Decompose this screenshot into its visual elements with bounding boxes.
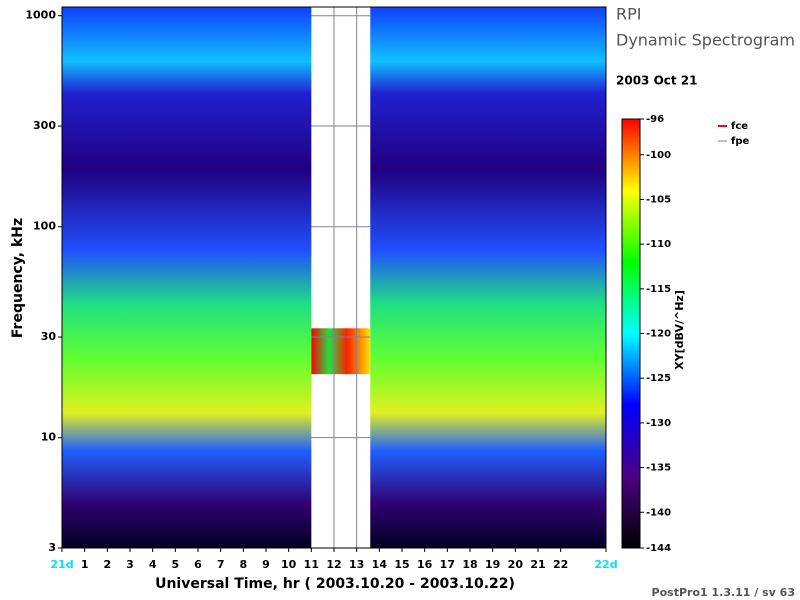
x-tick-label: 9: [262, 558, 270, 571]
plot-frame: [61, 6, 607, 549]
legend-label: fpe: [731, 136, 750, 147]
x-tick-label: 12: [326, 558, 341, 571]
x-tick-label: 5: [172, 558, 180, 571]
x-tick-label: 16: [417, 558, 433, 571]
x-tick-label: 15: [394, 558, 409, 571]
y-tick-label: 30: [41, 330, 57, 343]
x-tick-label: 18: [462, 558, 477, 571]
x-tick-label: 1: [81, 558, 89, 571]
subtitle: Dynamic Spectrogram: [616, 31, 795, 50]
x-tick-label: 21d: [50, 558, 73, 571]
title: RPI: [616, 5, 641, 24]
colorbar-tick-label: -110: [646, 239, 671, 250]
x-tick-label: 22: [553, 558, 568, 571]
x-tick-label: 2: [104, 558, 112, 571]
x-tick-label: 14: [372, 558, 388, 571]
footer: PostPro1 1.3.11 / sv 63: [652, 586, 795, 599]
colorbar-tick-label: -135: [646, 463, 671, 474]
x-axis-title: Universal Time, hr ( 2003.10.20 - 2003.1…: [155, 576, 515, 592]
gap-band: [311, 328, 371, 375]
x-tick-label: 17: [440, 558, 455, 571]
colorbar-tick-label: -125: [646, 373, 671, 384]
colorbar-tick-label: -96: [646, 114, 664, 125]
colorbar-frame: [621, 118, 641, 549]
colorbar-label: XY[dBV/^Hz]: [673, 290, 686, 370]
x-tick-label: 3: [126, 558, 134, 571]
colorbar: [622, 119, 640, 548]
x-tick-label: 7: [217, 558, 225, 571]
y-tick-label: 10: [41, 431, 57, 444]
data-gap: [311, 7, 371, 548]
colorbar-tick-label: -140: [646, 507, 671, 518]
x-tick-label: 19: [485, 558, 500, 571]
colorbar-tick-label: -130: [646, 418, 671, 429]
x-tick-label: 10: [281, 558, 297, 571]
y-axis-title: Frequency, kHz: [10, 218, 26, 338]
colorbar-tick-label: -120: [646, 329, 671, 340]
x-tick-label: 11: [304, 558, 319, 571]
x-tick-label: 4: [149, 558, 157, 571]
y-tick-label: 100: [33, 220, 56, 233]
x-tick-label: 21: [530, 558, 545, 571]
x-tick-label: 13: [349, 558, 364, 571]
y-tick-label: 300: [33, 119, 56, 132]
x-tick-label: 6: [194, 558, 202, 571]
colorbar-tick-label: -100: [646, 150, 671, 161]
x-tick-label: 20: [508, 558, 524, 571]
y-tick-label: 3: [48, 541, 56, 554]
y-tick-label: 1000: [25, 9, 56, 22]
colorbar-tick-label: -105: [646, 194, 671, 205]
colorbar-tick-label: -115: [646, 284, 671, 295]
colorbar-tick-label: -144: [646, 543, 671, 554]
x-tick-label: 22d: [594, 558, 617, 571]
x-tick-label: 8: [240, 558, 248, 571]
date: 2003 Oct 21: [616, 74, 698, 88]
legend-label: fce: [731, 121, 748, 132]
